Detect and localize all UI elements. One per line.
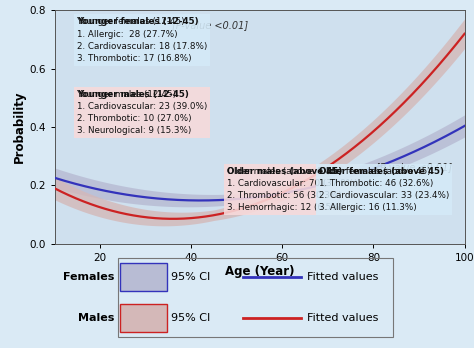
Text: 95% CI: 95% CI	[172, 313, 210, 323]
Text: Younger females (12-45): Younger females (12-45)	[77, 17, 199, 26]
Text: Older females (above 45)
1. Thrombotic: 46 (32.6%)
2. Cardiovascular: 33 (23.4%): Older females (above 45) 1. Thrombotic: …	[319, 167, 449, 212]
Bar	[120, 263, 167, 291]
Text: Younger females (12-45)
1. Allergic:  28 (27.7%)
2. Cardiovascular: 18 (17.8%)
3: Younger females (12-45) 1. Allergic: 28 …	[77, 17, 208, 63]
Text: [P-value <0.01]: [P-value <0.01]	[172, 20, 248, 30]
Text: Older males (above 45)
1. Cardiovascular: 70 (37.8%)
2. Thrombotic: 56 (30.3%)
3: Older males (above 45) 1. Cardiovascular…	[227, 167, 357, 212]
Text: Older males (above 45): Older males (above 45)	[227, 167, 342, 176]
Text: Older females (above 45): Older females (above 45)	[319, 167, 444, 176]
Text: Fitted values: Fitted values	[307, 272, 378, 282]
Y-axis label: Probability: Probability	[13, 91, 26, 163]
Text: [P-value <0.01]: [P-value <0.01]	[376, 162, 452, 172]
Text: Younger males (12-45): Younger males (12-45)	[77, 90, 189, 99]
Bar	[120, 304, 167, 332]
Text: Fitted values: Fitted values	[307, 313, 378, 323]
Text: Males: Males	[78, 313, 114, 323]
Text: Younger males (12-45)
1. Cardiovascular: 23 (39.0%)
2. Thrombotic: 10 (27.0%)
3.: Younger males (12-45) 1. Cardiovascular:…	[77, 90, 208, 135]
X-axis label: Age (Year): Age (Year)	[225, 266, 294, 278]
Bar	[118, 258, 393, 337]
Text: Females: Females	[63, 272, 114, 282]
Text: 95% CI: 95% CI	[172, 272, 210, 282]
